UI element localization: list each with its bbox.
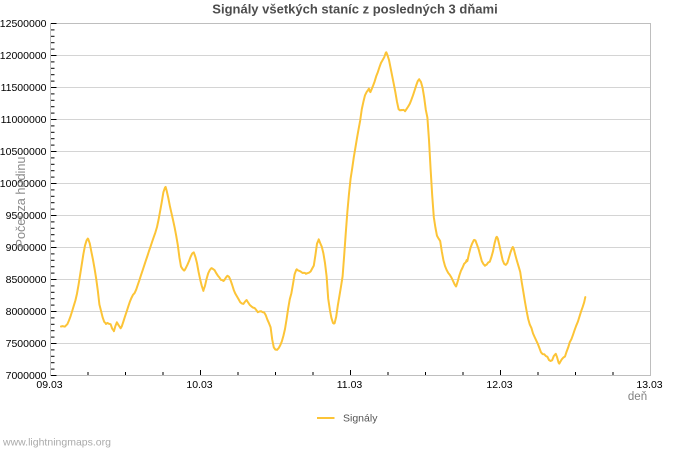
svg-text:10000000: 10000000 (0, 178, 47, 190)
svg-text:12.03: 12.03 (486, 379, 512, 391)
svg-text:13.03: 13.03 (636, 379, 662, 391)
svg-text:Počet za hodinu: Počet za hodinu (14, 157, 28, 248)
svg-text:Signály všetkých staníc z posl: Signály všetkých staníc z posledných 3 d… (212, 2, 497, 17)
svg-text:09.03: 09.03 (36, 379, 62, 391)
svg-text:11500000: 11500000 (1, 82, 47, 94)
svg-text:deň: deň (628, 391, 647, 403)
svg-text:7000000: 7000000 (6, 370, 47, 382)
svg-text:10.03: 10.03 (186, 379, 212, 391)
svg-text:8500000: 8500000 (6, 274, 47, 286)
svg-text:11.03: 11.03 (337, 379, 363, 391)
svg-text:8000000: 8000000 (6, 306, 47, 318)
svg-text:Signály: Signály (343, 413, 378, 425)
svg-text:11000000: 11000000 (1, 114, 47, 126)
svg-text:12000000: 12000000 (0, 50, 47, 62)
svg-text:10500000: 10500000 (0, 146, 47, 158)
svg-text:9500000: 9500000 (6, 210, 47, 222)
svg-text:9000000: 9000000 (6, 242, 47, 254)
svg-text:7500000: 7500000 (6, 338, 47, 350)
svg-text:www.lightningmaps.org: www.lightningmaps.org (2, 437, 111, 449)
svg-text:12500000: 12500000 (0, 18, 47, 30)
